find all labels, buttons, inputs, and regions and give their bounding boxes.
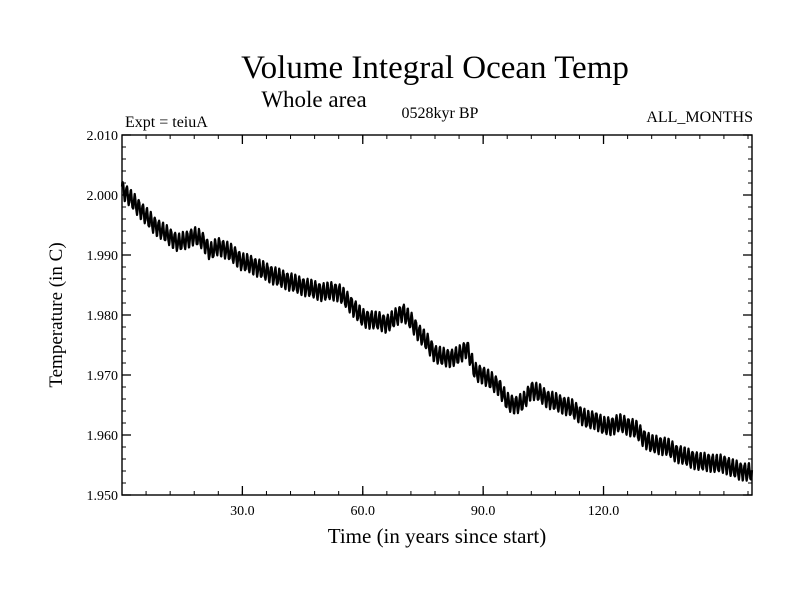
x-tick-label: 60.0 [351, 504, 376, 519]
series-layer [120, 181, 754, 482]
chart-subtitle: Whole area [261, 87, 366, 112]
y-tick-label: 1.980 [87, 309, 119, 324]
x-tick-label: 30.0 [230, 504, 255, 519]
x-axis-label: Time (in years since start) [328, 524, 547, 548]
y-tick-label: 1.970 [87, 369, 119, 384]
y-axis-label: Temperature (in C) [46, 242, 67, 387]
x-tick-label: 90.0 [471, 504, 496, 519]
plot-frame [121, 134, 753, 496]
chart-title: Volume Integral Ocean Temp [241, 50, 629, 86]
series-line [120, 181, 754, 482]
y-tick-label: 2.000 [87, 189, 119, 204]
months-label: ALL_MONTHS [646, 109, 753, 126]
y-tick-label: 1.950 [87, 489, 119, 504]
y-tick-label: 1.960 [87, 429, 119, 444]
experiment-label: Expt = teiuA [125, 114, 208, 131]
axes-layer: 1.950 1.960 1.970 1.980 1.990 2.000 2.010 30.0 6… [87, 129, 752, 519]
period-label: 0528kyr BP [402, 105, 479, 122]
y-tick-label: 1.990 [87, 249, 119, 264]
y-tick-label: 2.010 [87, 129, 119, 144]
x-tick-label: 120.0 [588, 504, 620, 519]
